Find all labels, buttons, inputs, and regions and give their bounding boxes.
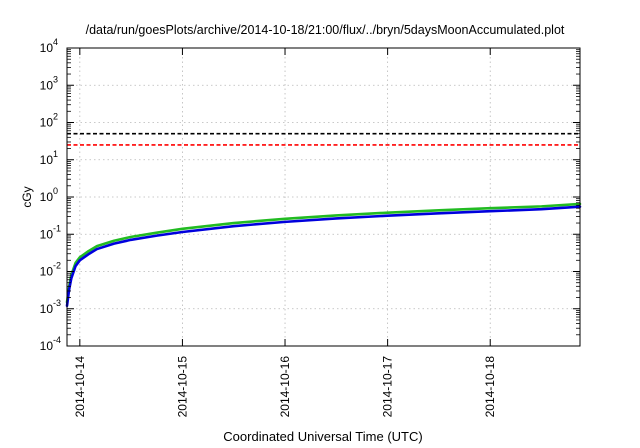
axis-ticks bbox=[67, 47, 580, 347]
y-tick-exponent: -3 bbox=[53, 298, 61, 308]
y-tick-exponent: 0 bbox=[53, 186, 58, 196]
y-tick-label: 10 3 bbox=[40, 74, 58, 92]
y-tick-base: 10 bbox=[40, 302, 54, 316]
y-tick-base: 10 bbox=[40, 78, 54, 92]
series-line bbox=[65, 202, 582, 304]
y-tick-exponent: 4 bbox=[53, 37, 58, 47]
x-tick-label: 2014-10-18 bbox=[483, 356, 497, 418]
y-tick-base: 10 bbox=[40, 116, 54, 130]
x-tick-label: 2014-10-16 bbox=[278, 356, 292, 418]
y-tick-exponent: -1 bbox=[53, 223, 61, 233]
y-axis-label: cGy bbox=[20, 186, 34, 207]
x-tick-label: 2014-10-15 bbox=[175, 356, 189, 418]
series-group bbox=[65, 202, 582, 308]
y-tick-exponent: 3 bbox=[53, 74, 58, 84]
y-tick-label: 10 -3 bbox=[40, 298, 61, 316]
x-tick-label: 2014-10-17 bbox=[381, 356, 395, 418]
y-tick-base: 10 bbox=[40, 227, 54, 241]
reference-lines bbox=[67, 132, 580, 146]
y-tick-exponent: 1 bbox=[53, 149, 58, 159]
y-tick-label: 10 0 bbox=[40, 186, 58, 204]
y-tick-label: 10 2 bbox=[40, 112, 58, 130]
x-tick-labels: 2014-10-14 2014-10-15 2014-10-16 2014-10-17… bbox=[73, 356, 497, 418]
y-tick-base: 10 bbox=[40, 265, 54, 279]
y-tick-base: 10 bbox=[40, 41, 54, 55]
y-tick-label: 10 -1 bbox=[40, 223, 61, 241]
y-tick-exponent: 2 bbox=[53, 112, 58, 122]
x-axis-label: Coordinated Universal Time (UTC) bbox=[223, 429, 422, 444]
y-tick-exponent: -2 bbox=[53, 261, 61, 271]
series-line bbox=[65, 205, 582, 308]
y-tick-label: 10 4 bbox=[40, 37, 58, 55]
x-tick-label: 2014-10-14 bbox=[73, 356, 87, 418]
chart-title: /data/run/goesPlots/archive/2014-10-18/2… bbox=[86, 23, 565, 37]
y-tick-base: 10 bbox=[40, 190, 54, 204]
y-tick-exponent: -4 bbox=[53, 335, 61, 345]
y-tick-label: 10 1 bbox=[40, 149, 58, 167]
y-tick-label: 10 -2 bbox=[40, 261, 61, 279]
y-tick-label: 10 -4 bbox=[40, 335, 61, 353]
y-tick-base: 10 bbox=[40, 153, 54, 167]
y-tick-base: 10 bbox=[40, 339, 54, 353]
